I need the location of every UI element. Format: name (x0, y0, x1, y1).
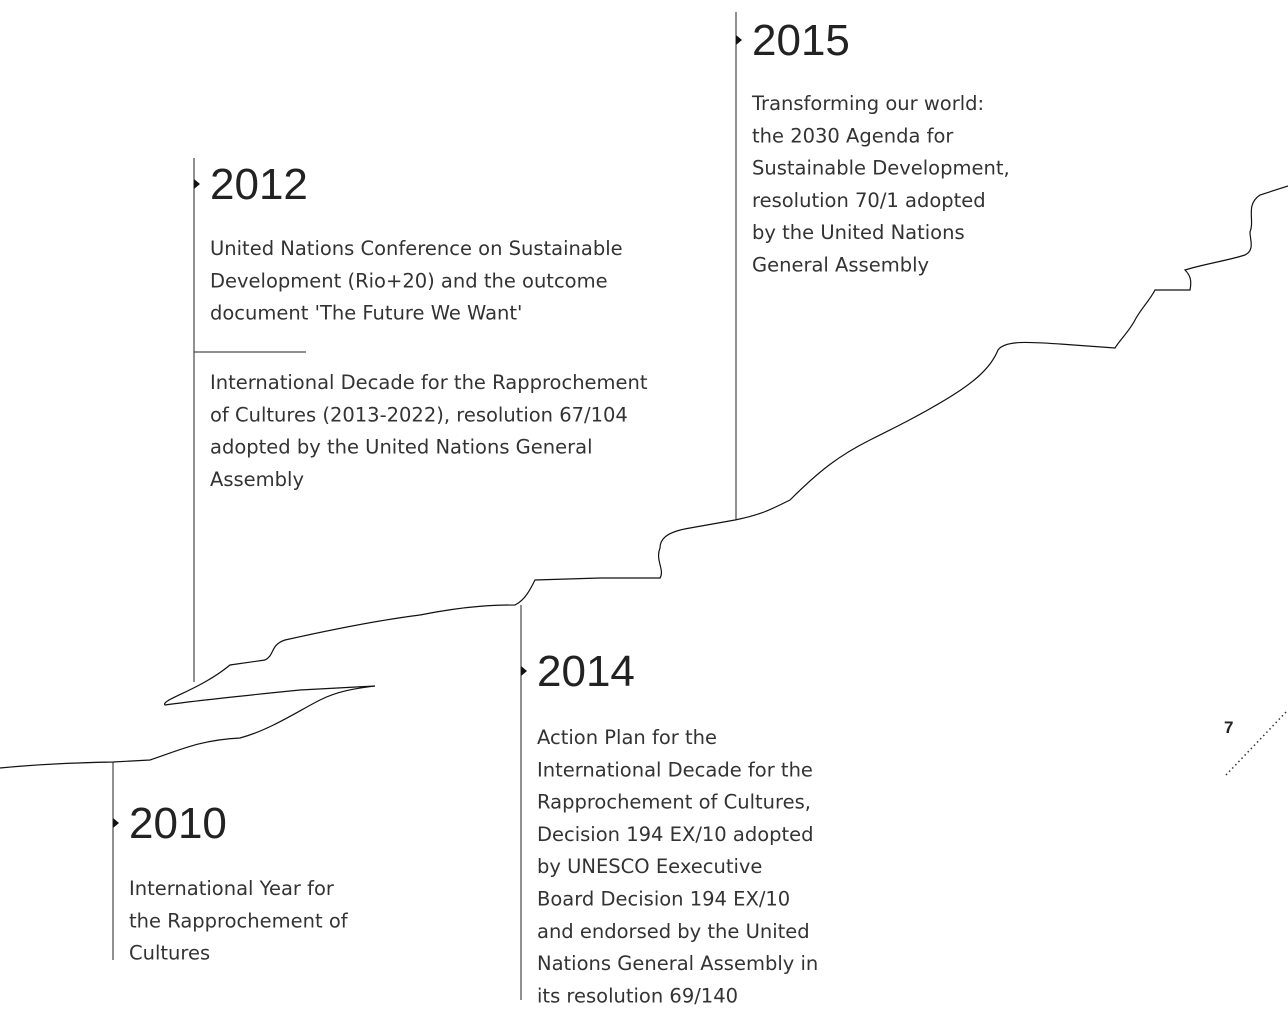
event-text: Rapprochement of Cultures, (537, 791, 811, 814)
event-year: 2014 (537, 647, 635, 696)
event-text: by the United Nations (752, 221, 965, 244)
event-text: the Rapprochement of (129, 909, 349, 932)
event-text: Board Decision 194 EX/10 (537, 888, 790, 911)
event-text: and endorsed by the United (537, 920, 810, 943)
event-text: its resolution 69/140 (537, 984, 738, 1007)
event-text: resolution 70/1 adopted (752, 189, 986, 212)
dotted-line (1226, 710, 1288, 775)
event-text: of Cultures (2013-2022), resolution 67/1… (210, 403, 628, 426)
event-year: 2012 (210, 160, 308, 209)
event-text: General Assembly (752, 254, 929, 277)
page-number: 7 (1224, 718, 1233, 737)
event-text: Sustainable Development, (752, 157, 1010, 180)
event-text: International Decade for the (537, 758, 813, 781)
event-text: Development (Rio+20) and the outcome (210, 269, 608, 292)
event-text: Cultures (129, 942, 210, 965)
event-text: Transforming our world: (751, 92, 984, 115)
event-text: adopted by the United Nations General (210, 436, 593, 459)
event-text: International Decade for the Rapprocheme… (210, 371, 648, 394)
marker (194, 179, 200, 189)
event-text: the 2030 Agenda for (752, 124, 954, 147)
event-year: 2015 (752, 16, 850, 65)
event-text: United Nations Conference on Sustainable (210, 237, 623, 260)
event-year: 2010 (129, 799, 227, 848)
marker (521, 666, 527, 676)
marker (113, 818, 119, 828)
event-text: Decision 194 EX/10 adopted (537, 823, 814, 846)
event-text: document 'The Future We Want' (210, 302, 522, 325)
event-text: Action Plan for the (537, 726, 717, 749)
event-text: Nations General Assembly in (537, 952, 818, 975)
timeline-page: 7 2010 International Year for the Rapproch… (0, 0, 1288, 1011)
event-text: Assembly (210, 468, 304, 491)
event-text: International Year for (129, 877, 335, 900)
timeline-ridge (0, 186, 1288, 768)
event-text: by UNESCO Eexecutive (537, 855, 762, 878)
events: 2010 International Year for the Rapprochem… (113, 12, 1010, 1007)
marker (736, 35, 742, 45)
